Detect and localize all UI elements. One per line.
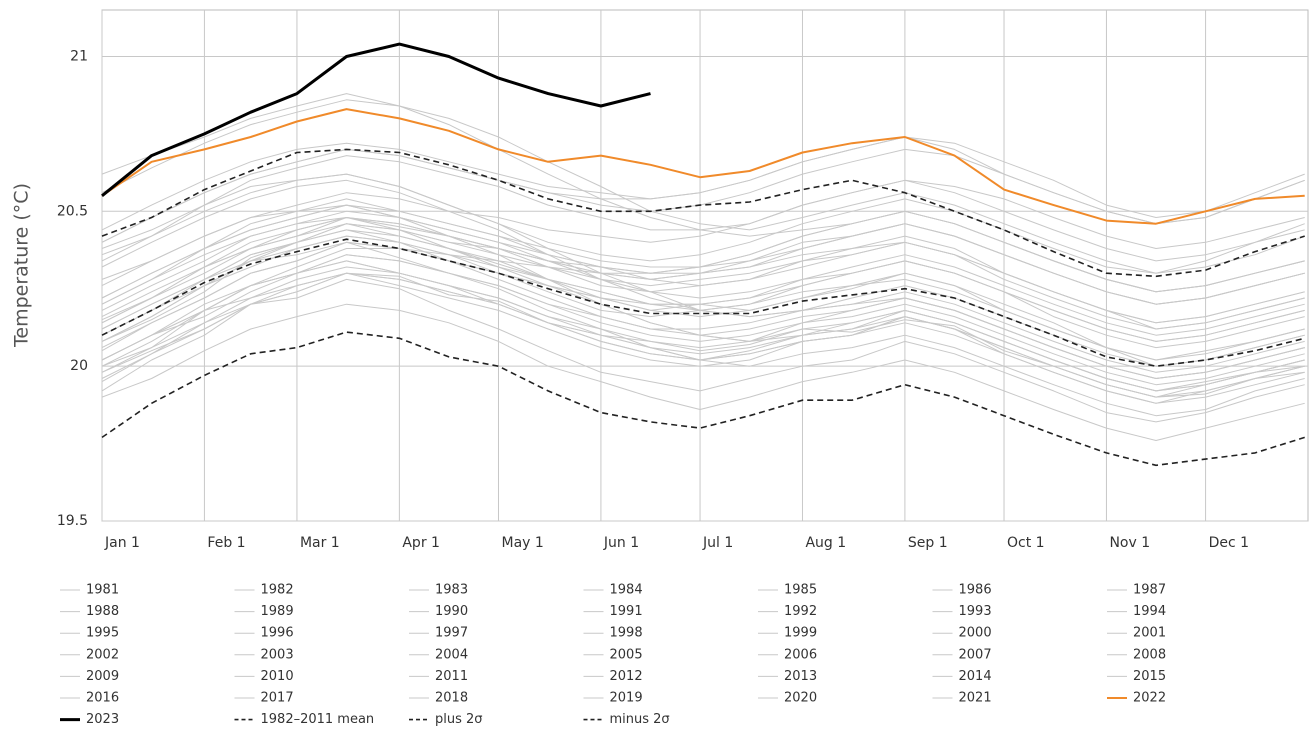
legend-label: 2000 — [959, 626, 992, 641]
x-tick-label: Jun 1 — [603, 535, 639, 551]
legend-label: 1998 — [610, 626, 643, 641]
legend-label: 1984 — [610, 583, 643, 598]
y-tick-label: 20.5 — [57, 203, 88, 219]
series-line — [101, 42, 651, 197]
legend-label: 1995 — [86, 626, 119, 641]
legend-label: 2021 — [959, 691, 992, 706]
legend-label: 2023 — [86, 712, 119, 726]
legend-label: 2015 — [1133, 669, 1166, 684]
legend-label: 1991 — [610, 604, 643, 619]
legend-label: 1994 — [1133, 604, 1166, 619]
x-tick-label: Mar 1 — [300, 535, 340, 551]
legend-label: 2022 — [1133, 691, 1166, 706]
x-tick-label: Oct 1 — [1007, 535, 1045, 551]
legend-label: 2010 — [261, 669, 294, 684]
x-tick-label: Apr 1 — [402, 535, 440, 551]
legend-label: 2014 — [959, 669, 992, 684]
y-tick-label: 21 — [70, 48, 88, 64]
legend-label: 2018 — [435, 691, 468, 706]
series-line — [101, 266, 1305, 386]
legend-label: 2001 — [1133, 626, 1166, 641]
series-line — [101, 99, 1305, 274]
x-tick-label: Jul 1 — [702, 535, 733, 551]
legend-label: 1982–2011 mean — [261, 712, 375, 726]
legend-label: 1986 — [959, 583, 992, 598]
series-line — [101, 238, 1305, 367]
legend-label: 2019 — [610, 691, 643, 706]
legend-label: 2007 — [959, 647, 992, 662]
legend-label: 2008 — [1133, 647, 1166, 662]
series-line — [101, 272, 1305, 404]
series-line — [101, 331, 1305, 467]
legend-label: 1997 — [435, 626, 468, 641]
series-line — [101, 272, 1305, 392]
legend-label: 1999 — [784, 626, 817, 641]
x-tick-label: Dec 1 — [1209, 535, 1249, 551]
legend-label: 1985 — [784, 583, 817, 598]
legend-label: 1989 — [261, 604, 294, 619]
legend-label: 2017 — [261, 691, 294, 706]
series-line — [101, 260, 1305, 392]
series-line — [101, 198, 1305, 305]
legend-label: 1988 — [86, 604, 119, 619]
series-line — [101, 254, 1305, 367]
series-line — [101, 204, 1305, 324]
legend-label: 1982 — [261, 583, 294, 598]
legend-label: 1990 — [435, 604, 468, 619]
x-tick-label: Sep 1 — [908, 535, 948, 551]
x-tick-label: Feb 1 — [207, 535, 245, 551]
legend-label: 1992 — [784, 604, 817, 619]
legend-label: 2009 — [86, 669, 119, 684]
series-line — [101, 303, 1305, 441]
series-line — [101, 155, 1305, 262]
series-line — [101, 260, 1305, 404]
y-axis-label: Temperature (°C) — [11, 183, 33, 348]
legend-label: 2016 — [86, 691, 119, 706]
y-tick-label: 20 — [70, 358, 88, 374]
series-line — [101, 179, 1305, 287]
legend-label: 2020 — [784, 691, 817, 706]
series-line — [101, 148, 1305, 278]
legend-label: 1993 — [959, 604, 992, 619]
series-line — [101, 108, 1305, 225]
legend-label: 2011 — [435, 669, 468, 684]
x-tick-label: Jan 1 — [104, 535, 140, 551]
legend-label: 2012 — [610, 669, 643, 684]
legend-label: minus 2σ — [610, 712, 670, 726]
legend-label: 2004 — [435, 647, 468, 662]
x-tick-label: Aug 1 — [805, 535, 846, 551]
series-line — [101, 179, 1305, 373]
legend-label: 1987 — [1133, 583, 1166, 598]
legend-label: 1983 — [435, 583, 468, 598]
series-line — [101, 241, 1305, 361]
legend-label: 2003 — [261, 647, 294, 662]
x-tick-label: May 1 — [501, 535, 543, 551]
legend-label: 1996 — [261, 626, 294, 641]
series-line — [101, 173, 1305, 274]
legend-label: 2013 — [784, 669, 817, 684]
legend-label: 2005 — [610, 647, 643, 662]
y-tick-label: 19.5 — [57, 513, 88, 529]
series-line — [101, 93, 1305, 293]
series-line — [101, 148, 1305, 243]
series-line — [101, 210, 1305, 367]
legend-label: plus 2σ — [435, 712, 483, 726]
legend-label: 1981 — [86, 583, 119, 598]
x-tick-label: Nov 1 — [1109, 535, 1150, 551]
series-line — [101, 241, 1305, 349]
legend-label: 2002 — [86, 647, 119, 662]
legend-label: 2006 — [784, 647, 817, 662]
series-line — [101, 278, 1305, 423]
